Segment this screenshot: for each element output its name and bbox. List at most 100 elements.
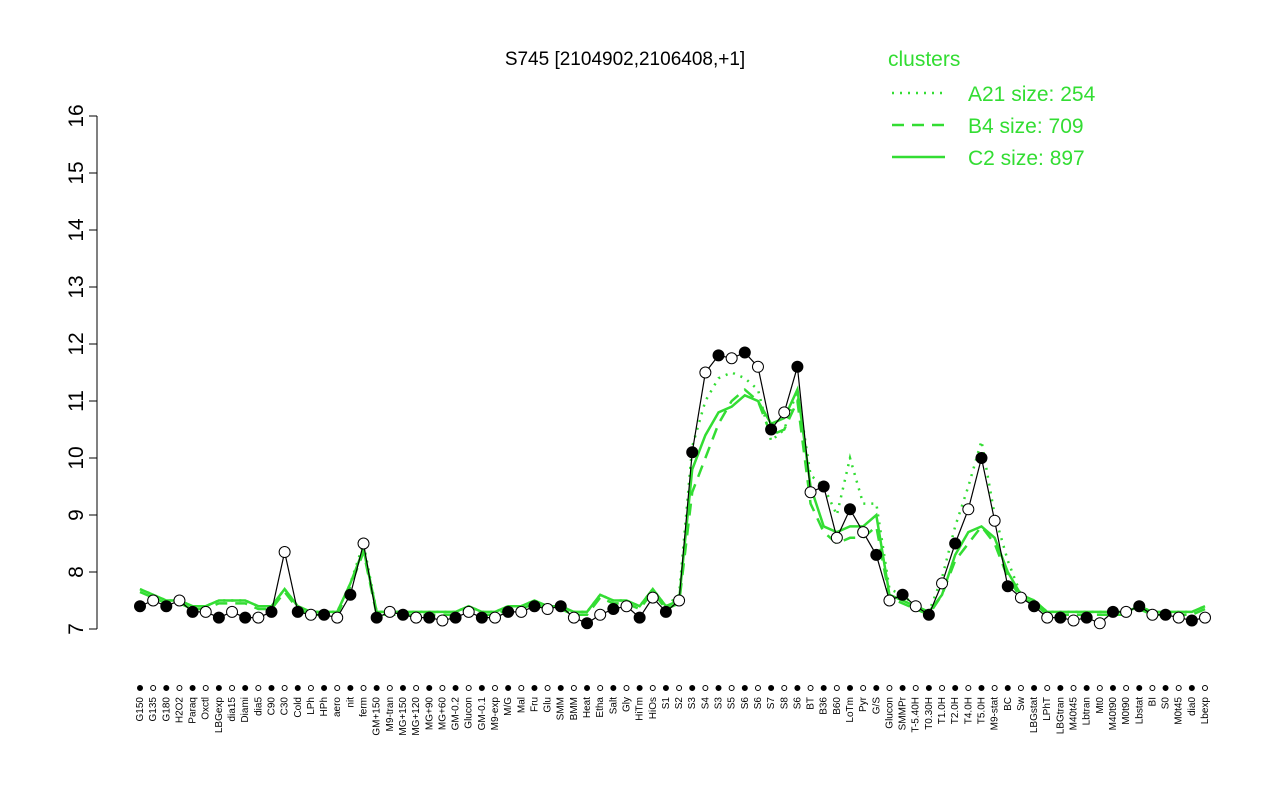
x-tick-label: B36 — [819, 697, 830, 715]
probe-point — [620, 600, 633, 613]
rug-mark — [505, 685, 512, 691]
rug-mark — [544, 685, 551, 691]
rug-mark — [1149, 685, 1156, 691]
x-tick-label: Sw — [1016, 696, 1027, 711]
rug-mark — [899, 685, 906, 691]
y-tick-label: 11 — [65, 390, 88, 412]
rug-mark — [741, 685, 748, 691]
probe-point — [502, 605, 515, 618]
x-tick-label: BI — [1147, 697, 1158, 706]
probe-point — [1133, 600, 1146, 613]
probe-point — [817, 480, 830, 493]
x-tick-label: S7 — [766, 697, 777, 710]
probe-point — [396, 608, 409, 621]
probe-point — [738, 346, 751, 359]
x-tick-label: T5.0H — [976, 697, 987, 724]
x-tick-label: LPh — [306, 697, 317, 715]
x-tick-label: Mt0 — [1095, 697, 1106, 714]
x-tick-label: Cold — [293, 697, 304, 718]
rug-mark — [373, 685, 380, 691]
x-tick-label: T1.0H — [937, 697, 948, 724]
probe-point — [528, 600, 541, 613]
x-tick-label: S3 — [687, 697, 698, 710]
probe-point — [844, 503, 856, 516]
x-tick-label: C90 — [266, 697, 277, 716]
y-tick-label: 12 — [65, 332, 88, 355]
x-tick-label: B60 — [832, 697, 843, 715]
y-tick-label: 7 — [65, 623, 88, 635]
probe-point — [1001, 580, 1014, 593]
x-tick-label: dia0 — [1187, 697, 1198, 716]
x-tick-label: aero — [332, 697, 343, 717]
probe-point — [554, 600, 567, 613]
rug-mark — [452, 685, 459, 691]
rug-mark — [676, 685, 683, 691]
legend-label: B4 size: 709 — [968, 115, 1084, 138]
x-tick-label: S6 — [753, 697, 764, 710]
rug-mark — [557, 685, 564, 691]
x-tick-label: S4 — [700, 697, 711, 710]
probe-point — [607, 603, 620, 616]
probe-point — [1093, 617, 1106, 630]
probe-point — [278, 546, 291, 559]
rug-mark — [820, 685, 827, 691]
x-tick-label: HiTm — [635, 697, 646, 721]
probe-point — [857, 526, 870, 539]
x-tick-label: HPh — [319, 697, 330, 716]
x-tick-label: SMM — [556, 697, 567, 720]
rug-mark — [1017, 685, 1024, 691]
x-tick-label: Glucon — [884, 697, 895, 729]
probe-point — [410, 611, 423, 624]
x-tick-label: Lbstat — [1134, 697, 1145, 724]
y-tick-label: 9 — [65, 509, 88, 521]
x-tick-label: S5 — [727, 697, 738, 710]
probe-point — [449, 611, 462, 624]
rug-mark — [570, 685, 577, 691]
rug-mark — [768, 685, 775, 691]
rug-mark — [229, 685, 236, 691]
probe-point — [1054, 611, 1067, 624]
rug-mark — [1096, 685, 1103, 691]
probe-point — [212, 611, 225, 624]
probe-point — [633, 611, 646, 624]
probe-point — [331, 611, 344, 624]
rug-mark — [268, 685, 275, 691]
x-tick-label: G180 — [161, 697, 172, 722]
y-tick-label: 14 — [65, 218, 88, 242]
x-tick-label: T2.0H — [950, 697, 961, 724]
x-tick-label: M/G — [503, 697, 514, 716]
x-tick-label: S1 — [661, 697, 672, 710]
probe-point — [226, 605, 239, 618]
probe-point — [594, 608, 607, 621]
cluster-line — [139, 371, 1206, 614]
rug-mark — [952, 685, 959, 691]
rug-mark — [426, 685, 433, 691]
probe-point — [147, 594, 160, 607]
x-tick-label: S6 — [792, 697, 803, 710]
rug-mark — [636, 685, 643, 691]
probe-point — [1067, 614, 1080, 627]
probe-point — [1014, 591, 1027, 604]
x-tick-label: MG+90 — [424, 697, 435, 731]
probe-point — [134, 600, 146, 613]
rug-mark — [255, 685, 262, 691]
probe-point — [581, 617, 594, 630]
rug-mark — [531, 685, 538, 691]
y-tick-label: 15 — [65, 161, 88, 184]
x-tick-label: Glu — [543, 697, 554, 713]
x-tick-label: LPhT — [1042, 697, 1053, 721]
probe-point — [252, 611, 265, 624]
probe-point — [778, 406, 791, 419]
rug-mark — [347, 685, 354, 691]
chart-title: S745 [2104902,2106408,+1] — [505, 49, 745, 70]
x-tick-label: dia5 — [253, 697, 264, 716]
x-tick-label: Heat — [582, 697, 593, 718]
x-tick-label: T-5.40H — [911, 697, 922, 733]
probe-point — [383, 605, 396, 618]
x-tick-label: Paraq — [188, 697, 199, 724]
y-tick-label: 13 — [65, 275, 88, 298]
probe-point — [791, 360, 804, 373]
probe-point — [291, 605, 304, 618]
probe-point — [186, 605, 199, 618]
x-tick-label: T0.30H — [924, 697, 935, 730]
